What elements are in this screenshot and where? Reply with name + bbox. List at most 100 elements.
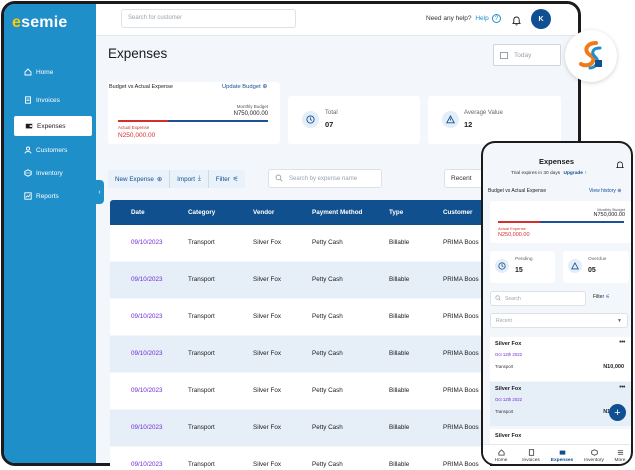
mobile-budget-card: Monthly Budget N750,000.00 Actual Expens… xyxy=(490,201,631,243)
list-item[interactable]: Silver Fox ••• Oct 12th 2022 Transport N… xyxy=(490,382,631,426)
column-header[interactable]: Date xyxy=(131,209,145,216)
list-item[interactable]: Silver Fox ••• Oct 12th 2022 Transport N… xyxy=(490,337,631,381)
filter-label: Filter xyxy=(215,175,230,183)
view-history-button[interactable]: View history ⊕ xyxy=(589,188,621,194)
help-prompt: Need any help? Help xyxy=(426,15,489,22)
tab-home[interactable]: Home xyxy=(487,448,515,463)
stat-value: 12 xyxy=(464,120,473,129)
warning-icon xyxy=(568,259,582,273)
table-row[interactable]: 09/10/2023 Transport Silver Fox Petty Cash B… xyxy=(110,262,490,298)
actual-expense-label: Actual Expense xyxy=(118,125,150,130)
add-expense-button[interactable]: + xyxy=(609,404,626,421)
upgrade-link[interactable]: Upgrade xyxy=(563,171,583,176)
stat-card-average: Average Value 12 xyxy=(428,96,561,144)
update-budget-label: Update Budget xyxy=(222,84,261,90)
list-item[interactable]: Silver Fox xyxy=(490,429,631,444)
sidebar-item-label: Customers xyxy=(36,146,68,154)
column-header[interactable]: Type xyxy=(389,209,404,216)
help-link[interactable]: Help xyxy=(475,15,489,22)
column-header[interactable]: Payment Method xyxy=(312,209,363,216)
sidebar-item-reports[interactable]: Reports xyxy=(4,186,96,206)
column-header[interactable]: Category xyxy=(188,209,216,216)
table-row[interactable]: 09/10/2023 Transport Silver Fox Petty Cash B… xyxy=(110,447,490,470)
more-dots-icon[interactable]: ••• xyxy=(619,339,625,346)
sidebar-item-home[interactable]: Home xyxy=(4,62,96,82)
tab-label: Invoices xyxy=(522,458,540,463)
row-payment-method: Petty Cash xyxy=(312,387,343,394)
page-title: Expenses xyxy=(108,46,168,61)
actual-expense-value: N250,000.00 xyxy=(498,232,530,238)
row-date: 09/10/2023 xyxy=(131,387,163,394)
logo-text: semie xyxy=(21,14,68,31)
row-date: 09/10/2023 xyxy=(131,239,163,246)
new-expense-button[interactable]: New Expense ⊕ xyxy=(108,170,171,188)
table-row[interactable]: 09/10/2023 Transport Silver Fox Petty Cash B… xyxy=(110,299,490,335)
user-icon xyxy=(24,146,32,154)
row-customer: PRIMA Boos xyxy=(443,313,479,320)
tab-inventory[interactable]: Inventory xyxy=(580,448,608,463)
row-customer: PRIMA Boos xyxy=(443,276,479,283)
plus-icon: + xyxy=(614,406,621,419)
sidebar-item-invoices[interactable]: Invoices xyxy=(4,90,96,110)
mobile-filter-button[interactable]: Filter ⚟ xyxy=(593,294,610,300)
tab-invoices[interactable]: Invoices xyxy=(517,448,545,463)
sidebar-item-customers[interactable]: Customers xyxy=(4,140,96,160)
row-payment-method: Petty Cash xyxy=(312,461,343,468)
table-row[interactable]: 09/10/2023 Transport Silver Fox Petty Cash B… xyxy=(110,373,490,409)
mobile-notification-bell-icon[interactable] xyxy=(616,157,624,175)
date-filter-label: Today xyxy=(514,51,532,59)
invoice-icon xyxy=(24,96,32,104)
mobile-search-input[interactable]: Search xyxy=(490,291,586,306)
mobile-stat-overdue: Overdue 05 xyxy=(563,251,629,283)
filter-button[interactable]: Filter ⚟ xyxy=(209,170,246,188)
table-row[interactable]: 09/10/2023 Transport Silver Fox Petty Cash B… xyxy=(110,225,490,261)
row-type: Billable xyxy=(389,387,410,394)
plus-circle-icon: ⊕ xyxy=(262,84,268,90)
sidebar-item-expenses[interactable]: Expenses xyxy=(14,116,92,136)
column-header[interactable]: Vendor xyxy=(253,209,275,216)
row-payment-method: Petty Cash xyxy=(312,313,343,320)
sort-select[interactable]: Recent xyxy=(444,169,484,188)
customer-search-input[interactable]: Search for customer xyxy=(121,9,296,28)
tab-label: More xyxy=(614,458,626,463)
brand-logo-badge xyxy=(565,30,617,82)
app-logo[interactable]: esemie xyxy=(12,14,67,32)
table-row[interactable]: 09/10/2023 Transport Silver Fox Petty Cash B… xyxy=(110,410,490,446)
plus-circle-icon: ⊕ xyxy=(156,175,163,183)
sliders-icon: ⚟ xyxy=(605,294,610,300)
import-label: Import xyxy=(177,175,195,183)
column-header[interactable]: Customer xyxy=(443,209,473,216)
row-type: Billable xyxy=(389,239,410,246)
import-button[interactable]: Import ⤓ xyxy=(170,170,209,188)
table-row[interactable]: 09/10/2023 Transport Silver Fox Petty Cash B… xyxy=(110,336,490,372)
row-date: 09/10/2023 xyxy=(131,424,163,431)
stat-label: Average Value xyxy=(464,110,503,116)
row-category: Transport xyxy=(188,239,215,246)
expense-search-input[interactable]: Search by expense name xyxy=(268,169,382,188)
date-filter-button[interactable]: Today xyxy=(493,44,561,66)
row-date: 09/10/2023 xyxy=(131,350,163,357)
row-category: Transport xyxy=(188,350,215,357)
warning-icon xyxy=(442,111,459,128)
notification-bell-icon[interactable] xyxy=(512,13,521,31)
monthly-budget-value: N750,000.00 xyxy=(233,111,268,117)
more-dots-icon[interactable]: ••• xyxy=(619,384,625,391)
actual-expense-value: N250,000.00 xyxy=(118,132,156,139)
avatar[interactable]: K xyxy=(531,9,551,29)
row-category: Transport xyxy=(188,313,215,320)
mobile-page-title: Expenses xyxy=(538,157,575,166)
sidebar-item-inventory[interactable]: Inventory xyxy=(4,163,96,183)
home-icon xyxy=(24,68,32,76)
row-vendor: Silver Fox xyxy=(253,239,281,246)
tab-expenses[interactable]: Expenses xyxy=(548,448,576,463)
help-icon[interactable]: ? xyxy=(492,14,501,23)
row-date: 09/10/2023 xyxy=(131,313,163,320)
search-icon xyxy=(495,294,501,303)
mobile-sort-select[interactable]: Recent ▼ xyxy=(490,313,628,328)
tab-more[interactable]: More xyxy=(606,448,631,463)
row-vendor: Silver Fox xyxy=(253,276,281,283)
sidebar-collapse-button[interactable]: ‹ xyxy=(95,180,104,204)
update-budget-button[interactable]: Update Budget ⊕ xyxy=(222,84,267,90)
search-placeholder: Search by expense name xyxy=(289,175,358,182)
